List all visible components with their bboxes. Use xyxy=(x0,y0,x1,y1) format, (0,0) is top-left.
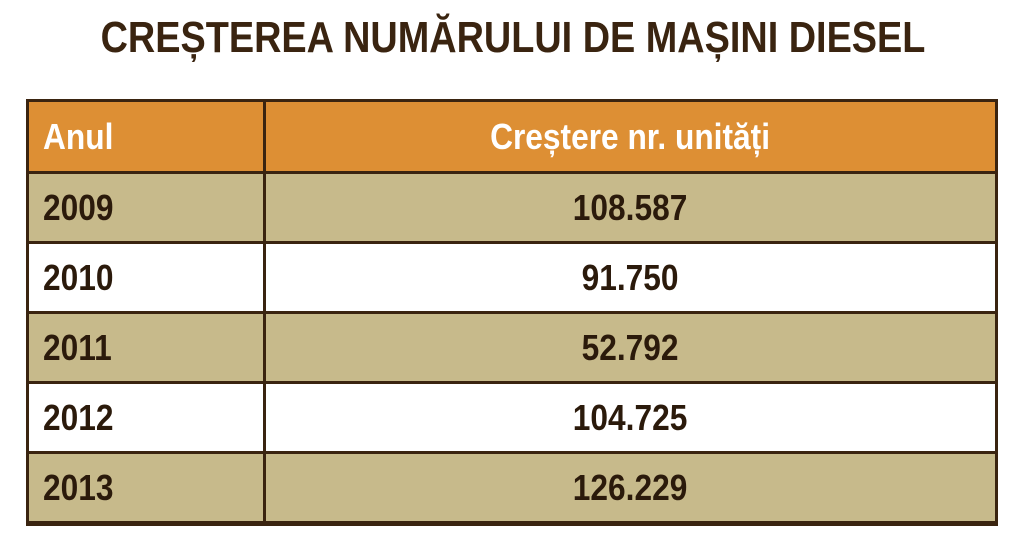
value-label: 52.792 xyxy=(582,326,679,368)
table-row: 2011 52.792 xyxy=(29,314,995,381)
cell-value: 104.725 xyxy=(266,384,995,451)
year-label: 2009 xyxy=(43,186,114,228)
cell-year: 2012 xyxy=(29,384,266,451)
page-title: CREȘTEREA NUMĂRULUI DE MAȘINI DIESEL xyxy=(100,13,926,62)
table-row: 2012 104.725 xyxy=(29,384,995,451)
cell-year: 2009 xyxy=(29,174,266,241)
header-cell-value: Creștere nr. unități xyxy=(266,102,995,171)
header-label-value: Creștere nr. unități xyxy=(490,115,771,157)
value-label: 104.725 xyxy=(573,396,688,438)
table-row: 2010 91.750 xyxy=(29,244,995,311)
table-row: 2009 108.587 xyxy=(29,174,995,241)
cell-year: 2013 xyxy=(29,454,266,521)
data-table: Anul Creștere nr. unități 2009 108.587 201… xyxy=(26,99,998,526)
cell-year: 2010 xyxy=(29,244,266,311)
year-label: 2012 xyxy=(43,396,114,438)
header-cell-year: Anul xyxy=(29,102,266,171)
cell-year: 2011 xyxy=(29,314,266,381)
value-label: 91.750 xyxy=(582,256,679,298)
table-row: 2013 126.229 xyxy=(29,454,995,521)
cell-value: 108.587 xyxy=(266,174,995,241)
cell-value: 91.750 xyxy=(266,244,995,311)
cell-value: 126.229 xyxy=(266,454,995,521)
header-label-year: Anul xyxy=(43,115,114,157)
value-label: 126.229 xyxy=(573,466,688,508)
year-label: 2011 xyxy=(43,326,112,368)
cell-value: 52.792 xyxy=(266,314,995,381)
year-label: 2010 xyxy=(43,256,114,298)
value-label: 108.587 xyxy=(573,186,688,228)
year-label: 2013 xyxy=(43,466,114,508)
table-header-row: Anul Creștere nr. unități xyxy=(29,102,995,171)
